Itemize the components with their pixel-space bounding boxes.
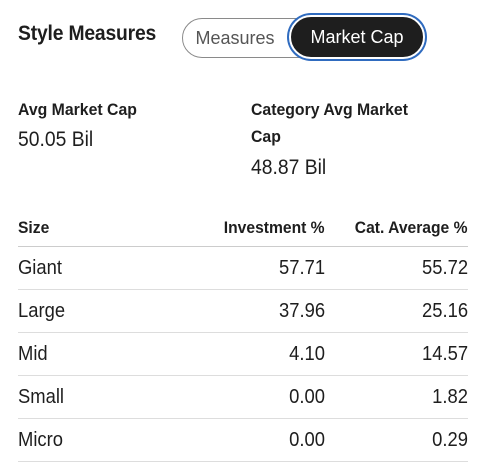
investment-cell: 57.71 (208, 246, 325, 290)
table-row: Large 37.96 25.16 (18, 289, 468, 333)
size-cell: Giant (18, 246, 208, 290)
table-row: Mid 4.10 14.57 (18, 332, 468, 376)
avg-market-cap-label: Avg Market Cap (18, 100, 137, 119)
category-avg-market-cap-value: 48.87 Bil (251, 156, 327, 179)
cat-average-column-header: Cat. Average % (325, 210, 468, 247)
cat-average-cell: 14.57 (325, 332, 468, 376)
avg-market-cap-value: 50.05 Bil (18, 128, 94, 151)
investment-cell: 37.96 (208, 289, 325, 333)
cat-average-cell: 0.29 (325, 418, 468, 462)
cat-average-cell: 25.16 (325, 289, 468, 333)
size-cell: Small (18, 375, 208, 419)
market-cap-toggle-button[interactable]: Market Cap (289, 15, 425, 59)
market-cap-size-table: Size Investment % Cat. Average % Giant 5… (18, 210, 468, 462)
cat-average-cell: 55.72 (325, 246, 468, 290)
table-row: Small 0.00 1.82 (18, 375, 468, 419)
investment-cell: 4.10 (208, 332, 325, 376)
view-toggle: Measures Market Cap (182, 15, 425, 59)
section-title: Style Measures (18, 22, 157, 45)
investment-cell: 0.00 (208, 418, 325, 462)
investment-cell: 0.00 (208, 375, 325, 419)
category-avg-market-cap-label-line1: Category Avg Market (251, 100, 408, 119)
size-cell: Large (18, 289, 208, 333)
size-column-header: Size (18, 210, 208, 247)
category-avg-market-cap-label-line2: Cap (251, 127, 281, 146)
table-row: Micro 0.00 0.29 (18, 418, 468, 462)
measures-toggle-button[interactable]: Measures (195, 28, 275, 48)
size-cell: Mid (18, 332, 208, 376)
size-cell: Micro (18, 418, 208, 462)
table-row: Giant 57.71 55.72 (18, 246, 468, 290)
investment-column-header: Investment % (208, 210, 325, 247)
cat-average-cell: 1.82 (325, 375, 468, 419)
table-header-row: Size Investment % Cat. Average % (18, 210, 468, 247)
